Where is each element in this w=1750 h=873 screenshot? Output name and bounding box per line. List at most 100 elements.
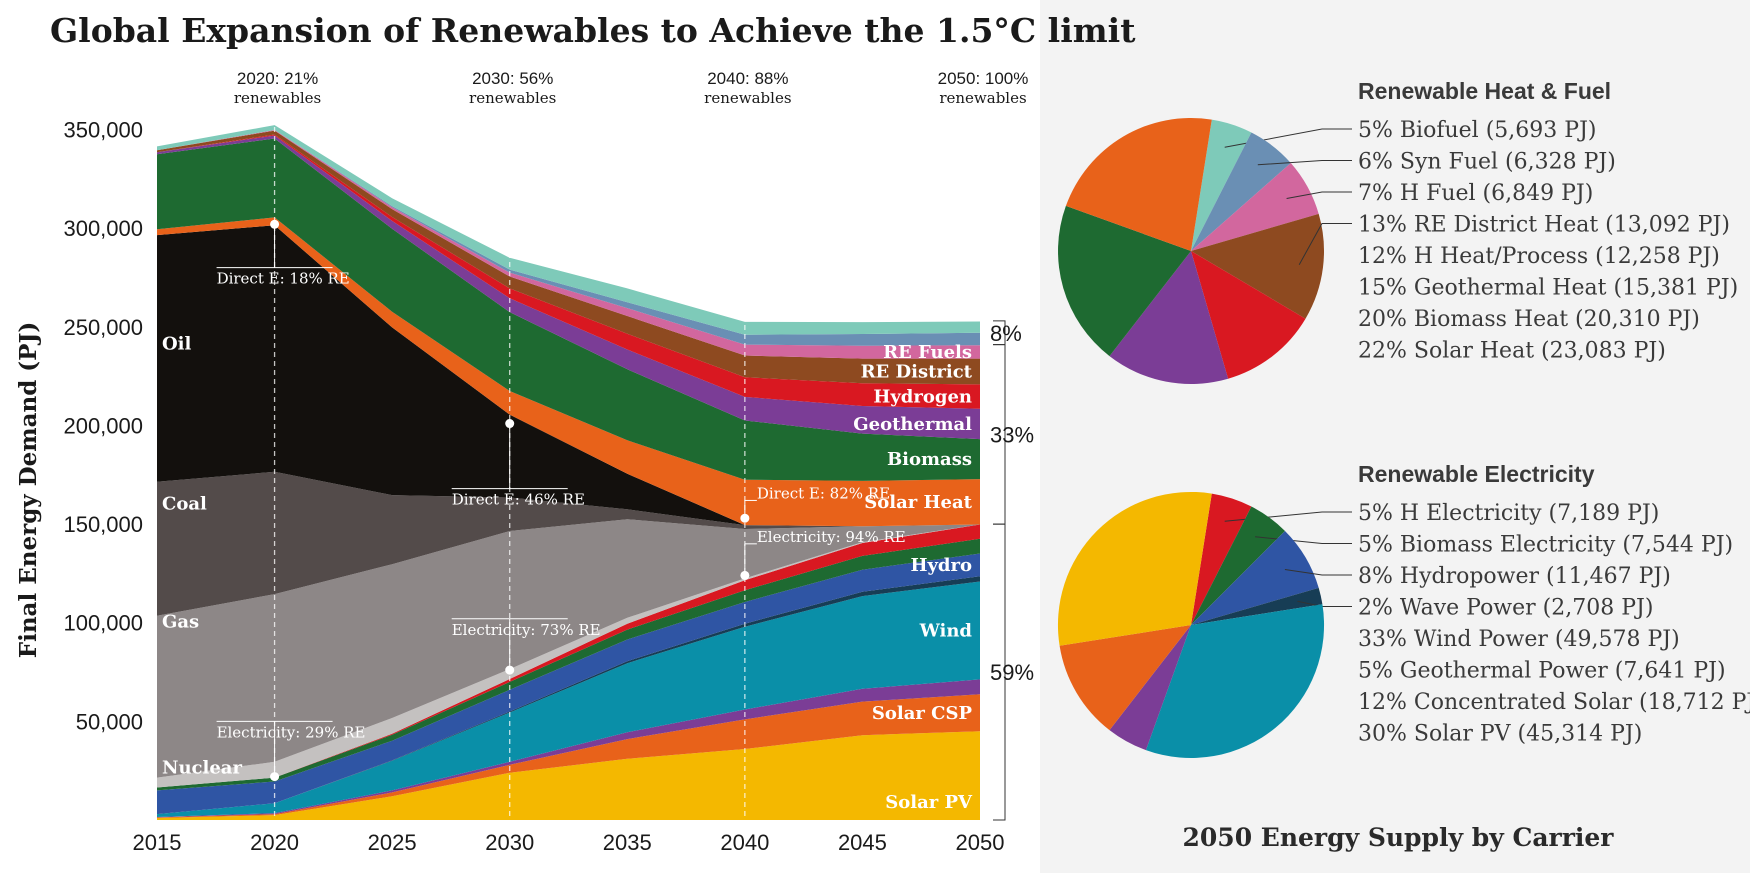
pie-legend-label: 5% H Electricity (7,189 PJ): [1358, 501, 1659, 526]
annotation-dot: [270, 219, 280, 229]
pie-legend-label: 30% Solar PV (45,314 PJ): [1358, 722, 1642, 747]
annotation-dot: [505, 665, 515, 675]
x-tick-label: 2030: [485, 830, 534, 855]
y-tick-label: 100,000: [63, 611, 143, 636]
x-tick-label: 2035: [603, 830, 652, 855]
area-series-11: [157, 225, 980, 527]
y-tick-label: 350,000: [63, 118, 143, 143]
pie-legend-label: 13% RE District Heat (13,092 PJ): [1358, 213, 1730, 238]
annotation-dot: [270, 772, 280, 782]
pie-electricity: Renewable Electricity 5% H Electricity (7…: [1057, 461, 1750, 758]
pie-slice: [1109, 251, 1229, 384]
pie-slice: [1059, 625, 1191, 731]
share-label: 59%: [990, 660, 1034, 685]
annotation-text: Electricity: 29% RE: [217, 723, 366, 741]
y-tick-label: 200,000: [63, 413, 143, 438]
x-tick-label: 2020: [250, 830, 299, 855]
annotation-text: Direct E: 82% RE: [757, 484, 890, 502]
pie-title: Renewable Electricity: [1358, 461, 1595, 487]
series-label: Hydro: [910, 555, 972, 576]
pie-legend-label: 12% H Heat/Process (12,258 PJ): [1358, 244, 1720, 269]
axes: 2015 2020 2025 2030 2035 2040 2045 2050 50,000 10…: [63, 118, 1004, 855]
y-axis-label: Final Energy Demand (PJ): [15, 322, 42, 658]
pie-slice: [1109, 625, 1191, 751]
pie-leader-line: [1286, 191, 1352, 199]
area-series-0: [157, 731, 980, 820]
series-label: Solar CSP: [872, 703, 973, 724]
pie-legend-label: 33% Wind Power (49,578 PJ): [1358, 627, 1680, 652]
supply-title: 2050 Energy Supply by Carrier: [1183, 823, 1615, 852]
annotation-dot: [740, 570, 750, 580]
series-labels: Solar PV Solar CSP Wind Hydro Nuclear Gas Coal…: [162, 334, 973, 814]
annotation-text: Direct E: 18% RE: [217, 270, 350, 288]
pie-leader-line: [1257, 160, 1352, 166]
milestone-subtitle: renewables: [469, 89, 556, 107]
pie-slice: [1057, 491, 1212, 646]
milestone-subtitle: renewables: [939, 89, 1026, 107]
pie-legend-label: 20% Biomass Heat (20,310 PJ): [1358, 307, 1700, 332]
y-tick-label: 300,000: [63, 216, 143, 241]
pie-slice: [1191, 531, 1319, 625]
y-tick-label: 50,000: [76, 709, 143, 734]
share-label: 33%: [990, 422, 1034, 447]
pie-slice: [1191, 251, 1306, 379]
pie-legend-label: 5% Biomass Electricity (7,544 PJ): [1358, 533, 1733, 558]
series-label: Oil: [162, 334, 192, 355]
area-series-1: [157, 694, 980, 818]
share-bracket: [993, 523, 1006, 821]
pie-slice: [1191, 493, 1252, 625]
series-label: Wind: [919, 620, 973, 641]
area-series-16: [157, 130, 980, 385]
pie-leader-line: [1298, 223, 1352, 265]
pie-slice: [1191, 506, 1285, 625]
pie-legend-label: 2% Wave Power (2,708 PJ): [1358, 596, 1653, 621]
pie-legend-label: 5% Biofuel (5,693 PJ): [1358, 118, 1596, 143]
area-series-5: [157, 553, 980, 815]
pie-slice: [1191, 213, 1324, 319]
series-label: RE Fuels: [883, 342, 972, 363]
pie-slice: [1145, 604, 1325, 758]
series-label: Geothermal: [853, 414, 972, 435]
pie-slice: [1191, 119, 1252, 251]
x-tick-label: 2050: [956, 830, 1005, 855]
series-label: Coal: [162, 493, 207, 514]
area-series-14: [157, 135, 980, 440]
milestone-title: 2040: 88%: [707, 69, 788, 88]
pie-slice: [1191, 132, 1291, 251]
share-label: 8%: [990, 321, 1022, 346]
area-series-2: [157, 679, 980, 818]
series-label: RE District: [861, 362, 973, 383]
x-tick-label: 2040: [720, 830, 769, 855]
y-tick-label: 250,000: [63, 315, 143, 340]
area-series-3: [157, 581, 980, 817]
pie-legend-label: 5% Geothermal Power (7,641 PJ): [1358, 659, 1726, 684]
pie-leader-line: [1284, 569, 1352, 576]
milestone-title: 2050: 100%: [938, 69, 1029, 88]
pie-legend-label: 8% Hydropower (11,467 PJ): [1358, 564, 1671, 589]
milestone-subtitle: renewables: [704, 89, 791, 107]
area-series-13: [157, 138, 980, 481]
pie-legend-label: 15% Geothermal Heat (15,381 PJ): [1358, 276, 1738, 301]
series-label: Biomass: [887, 449, 972, 470]
milestone-subtitle: renewables: [234, 89, 321, 107]
pie-legend-label: 7% H Fuel (6,849 PJ): [1358, 181, 1593, 206]
share-brackets: 8% 33% 59%: [990, 320, 1034, 821]
series-label: Gas: [162, 612, 199, 633]
pie-title: Renewable Heat & Fuel: [1358, 78, 1611, 104]
series-label: Hydrogen: [873, 387, 972, 408]
pie-slice: [1065, 117, 1212, 251]
pie-slice: [1191, 163, 1319, 251]
series-label: Solar Heat: [864, 492, 972, 513]
milestone-title: 2030: 56%: [472, 69, 553, 88]
annotations: Direct E: 18% RE Direct E: 46% RE Direct E…: [216, 219, 906, 782]
x-tick-label: 2025: [368, 830, 417, 855]
annotation-text: Direct E: 46% RE: [452, 491, 585, 509]
area-series-10: [157, 471, 980, 616]
pie-slice: [1058, 205, 1191, 357]
pie-legend-label: 12% Concentrated Solar (18,712 PJ): [1358, 690, 1750, 715]
area-series-12: [157, 217, 980, 527]
x-tick-label: 2015: [133, 830, 182, 855]
